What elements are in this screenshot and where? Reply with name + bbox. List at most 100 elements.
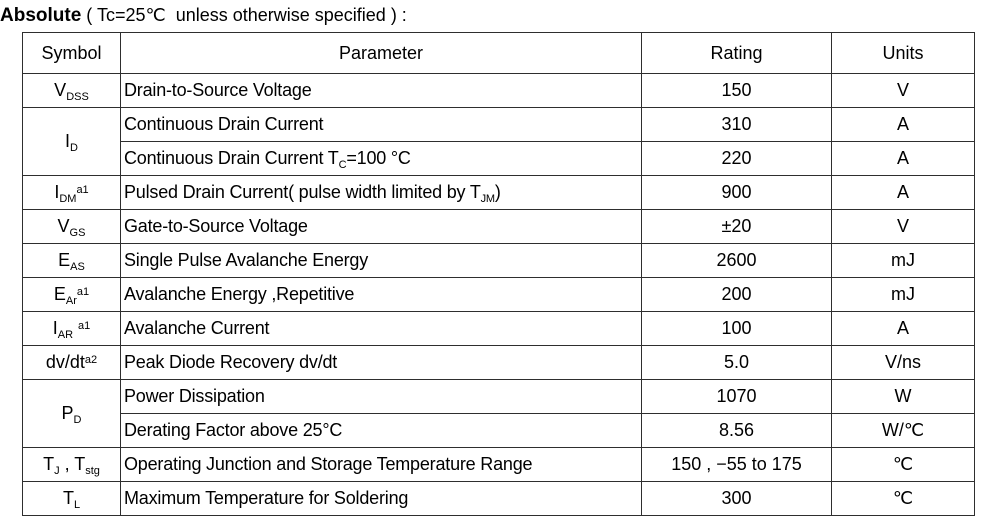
header-units: Units [831, 32, 975, 74]
parameter-cell: Continuous Drain Current TC=100 °C [120, 141, 642, 176]
superscript: a2 [84, 354, 98, 366]
units-cell: A [831, 311, 975, 346]
text-segment: I [54, 182, 60, 202]
subscript: J [54, 465, 60, 477]
symbol-cell: TL [22, 481, 121, 516]
rating-cell: 150 , −55 to 175 [641, 447, 832, 482]
text-segment: V [54, 80, 67, 100]
parameter-cell: Peak Diode Recovery dv/dt [120, 345, 642, 380]
header-row: Symbol Parameter Rating Units [22, 32, 975, 74]
superscript: a1 [76, 286, 90, 298]
symbol-cell: TJ , Tstg [22, 447, 121, 482]
symbol-cell: dv/dta2 [22, 345, 121, 380]
text-segment: I [65, 131, 71, 151]
table-row: VDSS Drain-to-Source Voltage 150 V [22, 73, 975, 108]
rating-cell: 300 [641, 481, 832, 516]
table-row: VGS Gate-to-Source Voltage ±20 V [22, 209, 975, 244]
section-title-keyword: Absolute [0, 5, 82, 26]
subscript: stg [85, 465, 100, 477]
parameter-cell: Maximum Temperature for Soldering [120, 481, 642, 516]
parameter-cell: Derating Factor above 25°C [120, 413, 642, 448]
rating-cell: ±20 [641, 209, 832, 244]
subscript: D [73, 414, 82, 426]
superscript: a1 [78, 320, 91, 332]
units-cell: A [831, 141, 975, 176]
table-row: EAS Single Pulse Avalanche Energy 2600 mJ [22, 243, 975, 278]
text-segment: , T [59, 454, 86, 474]
table-row: EAra1 Avalanche Energy ,Repetitive 200 mJ [22, 277, 975, 312]
rating-cell: 220 [641, 141, 832, 176]
text-segment: Derating Factor above 25°C [124, 420, 343, 440]
subscript: L [73, 499, 81, 511]
text-segment: Single Pulse Avalanche Energy [124, 250, 369, 270]
text-segment: dv/dt [45, 352, 85, 372]
absolute-maximum-ratings-table: Symbol Parameter Rating Units VDSS Drain-… [22, 32, 975, 516]
text-segment: Pulsed Drain Current( pulse width limite… [124, 182, 481, 202]
table-row: IDMa1 Pulsed Drain Current( pulse width l… [22, 175, 975, 210]
parameter-cell: Avalanche Current [120, 311, 642, 346]
units-cell: W [831, 379, 975, 414]
text-segment: I [52, 318, 58, 338]
units-cell: mJ [831, 277, 975, 312]
units-cell: A [831, 107, 975, 142]
text-segment: =100 °C [346, 148, 411, 168]
table-row: IAR a1 Avalanche Current 100 A [22, 311, 975, 346]
text-segment: Power Dissipation [124, 386, 265, 406]
subscript: DSS [66, 91, 89, 103]
table-body: VDSS Drain-to-Source Voltage 150 V ID Continu… [22, 73, 975, 516]
units-cell: mJ [831, 243, 975, 278]
parameter-cell: Gate-to-Source Voltage [120, 209, 642, 244]
parameter-cell: Pulsed Drain Current( pulse width limite… [120, 175, 642, 210]
units-cell: V/ns [831, 345, 975, 380]
symbol-cell: IAR a1 [22, 311, 121, 346]
text-segment: P [61, 403, 74, 423]
symbol-cell: ID [22, 107, 121, 176]
text-segment: T [43, 454, 55, 474]
rating-cell: 310 [641, 107, 832, 142]
parameter-cell: Drain-to-Source Voltage [120, 73, 642, 108]
subscript: DM [59, 193, 77, 205]
table-row: ID Continuous Drain Current 310 A [22, 107, 975, 176]
text-segment: E [53, 284, 66, 304]
text-segment: Gate-to-Source Voltage [124, 216, 308, 236]
table-row: Continuous Drain Current TC=100 °C 220 A [23, 141, 975, 176]
rating-cell: 150 [641, 73, 832, 108]
rating-cell: 1070 [641, 379, 832, 414]
text-segment: Continuous Drain Current T [124, 148, 339, 168]
text-segment: Maximum Temperature for Soldering [124, 488, 409, 508]
text-segment: Continuous Drain Current [124, 114, 324, 134]
subscript: Ar [65, 295, 77, 307]
rating-cell: 200 [641, 277, 832, 312]
symbol-cell: PD [22, 379, 121, 448]
units-cell: ℃ [831, 481, 975, 516]
text-segment: E [58, 250, 71, 270]
header-symbol: Symbol [22, 32, 121, 74]
text-segment: Avalanche Energy ,Repetitive [124, 284, 355, 304]
text-segment: ) [494, 182, 501, 202]
parameter-cell: Single Pulse Avalanche Energy [120, 243, 642, 278]
table-row: dv/dta2 Peak Diode Recovery dv/dt 5.0 V/ns [22, 345, 975, 380]
table-row: Derating Factor above 25°C 8.56 W/℃ [23, 413, 975, 448]
symbol-cell: VDSS [22, 73, 121, 108]
table-row: PD Power Dissipation 1070 W [22, 379, 975, 448]
units-cell: A [831, 175, 975, 210]
subscript: C [338, 159, 347, 171]
text-segment: T [62, 488, 74, 508]
symbol-cell: EAra1 [22, 277, 121, 312]
symbol-cell: EAS [22, 243, 121, 278]
table-row: TL Maximum Temperature for Soldering 300 ℃ [22, 481, 975, 516]
table-row: TJ , Tstg Operating Junction and Storage … [22, 447, 975, 482]
parameter-cell: Continuous Drain Current [120, 107, 642, 142]
text-segment: Drain-to-Source Voltage [124, 80, 312, 100]
symbol-cell: IDMa1 [22, 175, 121, 210]
symbol-cell: VGS [22, 209, 121, 244]
rating-cell: 900 [641, 175, 832, 210]
header-rating: Rating [641, 32, 832, 74]
header-parameter: Parameter [120, 32, 642, 74]
subscript: GS [69, 227, 86, 239]
parameter-cell: Operating Junction and Storage Temperatu… [120, 447, 642, 482]
units-cell: V [831, 73, 975, 108]
text-segment: V [57, 216, 70, 236]
rating-cell: 5.0 [641, 345, 832, 380]
